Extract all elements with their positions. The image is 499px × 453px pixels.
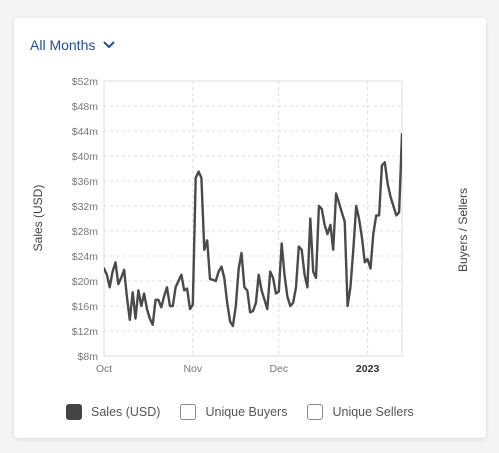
y-tick-label: $32m	[72, 201, 99, 213]
y-tick-label: $36m	[72, 176, 99, 188]
y-tick-label: $16m	[72, 301, 99, 313]
legend-item-sales[interactable]: Sales (USD)	[66, 404, 160, 420]
period-selector-label: All Months	[30, 37, 96, 53]
legend-checkbox-unique-buyers[interactable]	[180, 404, 197, 420]
legend-checkbox-unique-sellers[interactable]	[307, 404, 324, 420]
legend-label-unique-buyers: Unique Buyers	[205, 405, 288, 419]
x-tick-label: Oct	[96, 363, 112, 375]
y-tick-label: $8m	[78, 351, 99, 363]
chart-card: All Months $8m $12m $16m $20m $24m $28m $32m $3…	[14, 18, 486, 438]
plot-frame	[103, 80, 403, 357]
sales-series-line	[104, 132, 402, 328]
y-tick-label: $24m	[72, 251, 99, 263]
y-tick-label: $44m	[72, 126, 99, 138]
x-axis-ticks: Oct Nov Dec 2023	[96, 363, 380, 375]
x-tick-label: Nov	[183, 363, 202, 375]
x-tick-label: 2023	[356, 363, 380, 375]
legend-label-sales: Sales (USD)	[91, 405, 161, 419]
legend-item-unique-buyers[interactable]: Unique Buyers	[180, 404, 287, 420]
y-tick-label: $48m	[72, 101, 99, 113]
sales-line-chart: $8m $12m $16m $20m $24m $28m $32m $36m $40m $44m $…	[31, 76, 470, 375]
legend-item-unique-sellers[interactable]: Unique Sellers	[307, 404, 414, 420]
y-tick-label: $12m	[72, 326, 99, 338]
chart-legend: Sales (USD) Unique Buyers Unique Sellers	[66, 404, 434, 420]
y-tick-label: $40m	[72, 151, 99, 163]
y-tick-label: $28m	[72, 226, 99, 238]
y-axis-label: Sales (USD)	[31, 185, 45, 252]
y-tick-label: $20m	[72, 276, 99, 288]
chart-grid	[103, 80, 403, 357]
secondary-y-axis-label: Buyers / Sellers	[456, 188, 470, 272]
y-axis-ticks: $8m $12m $16m $20m $24m $28m $32m $36m $40m $44m $…	[72, 76, 99, 363]
period-selector[interactable]: All Months	[30, 37, 115, 53]
chevron-down-icon	[103, 41, 115, 48]
y-tick-label: $52m	[72, 76, 99, 88]
legend-checkbox-sales[interactable]	[66, 404, 82, 420]
x-tick-label: Dec	[269, 363, 288, 375]
legend-label-unique-sellers: Unique Sellers	[332, 405, 414, 419]
